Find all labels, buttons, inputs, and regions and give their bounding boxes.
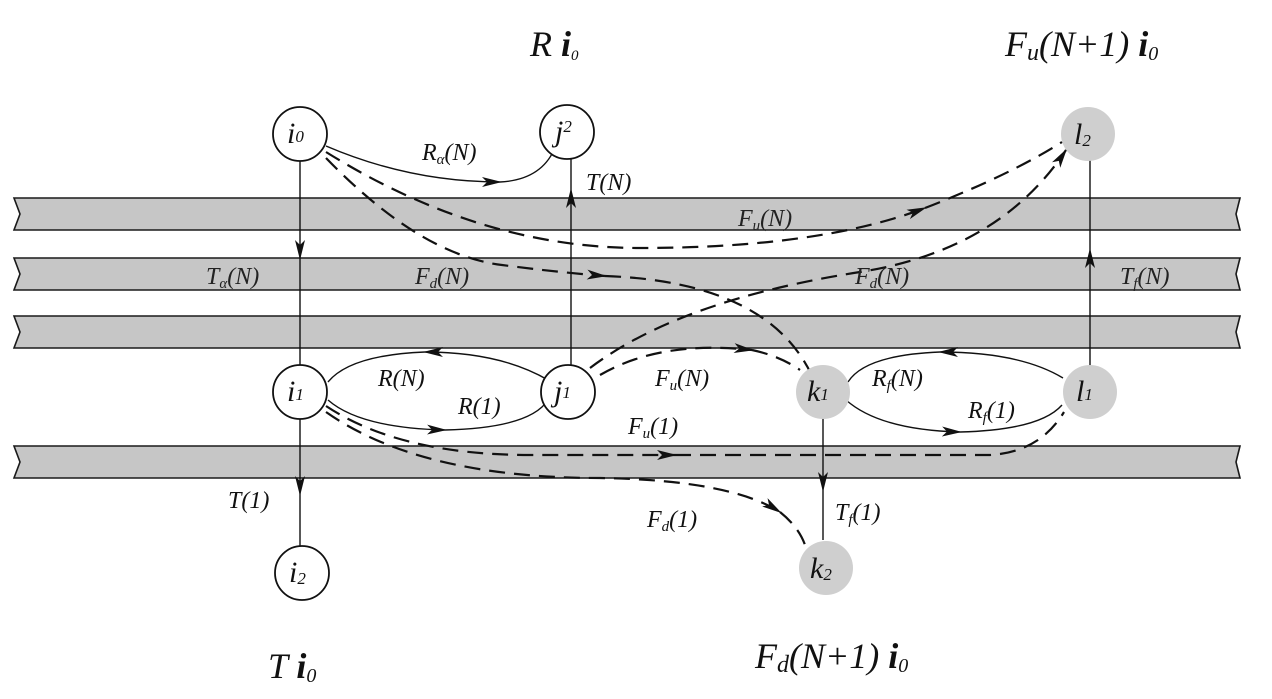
heading-forward-down: Fd(N+1) i0: [754, 636, 908, 678]
heading-reflection: R i0: [529, 24, 579, 64]
node-i0: i0: [272, 106, 328, 162]
label-fu-n-top: Fu(N): [737, 206, 792, 234]
arrow-rf-1: [845, 399, 962, 437]
node-k1: k1: [796, 365, 850, 419]
arrow-fu-n-mid: [599, 343, 754, 376]
svg-text:k1: k1: [807, 375, 829, 408]
layer-slab-2: [12, 257, 1242, 291]
svg-text:l1: l1: [1076, 375, 1093, 408]
label-fd-1: Fd(1): [646, 507, 697, 535]
node-j2: j2: [539, 104, 595, 160]
line-fd-1-tail: [779, 511, 808, 549]
nodes: i0 j2 l2 i1 j1 k1 l1 i2: [272, 104, 1117, 601]
line-r-1-tail: [444, 399, 549, 431]
edge-labels: Rα(N) T(N) Fu(N) Tα(N) Fd(N) Fd(N) Tf(N)…: [206, 140, 1170, 535]
svg-text:i0: i0: [287, 117, 304, 150]
svg-text:j1: j1: [550, 375, 571, 408]
label-t-1: T(1): [228, 488, 269, 514]
label-t-n: T(N): [586, 170, 631, 196]
svg-text:i1: i1: [287, 375, 304, 408]
label-tf-1: Tf(1): [835, 500, 881, 528]
node-j1: j1: [540, 364, 596, 420]
line-r-alpha-n-tail: [499, 149, 555, 183]
label-t-alpha-n: Tα(N): [206, 264, 259, 292]
arrow-fd-n-right: [589, 148, 1068, 369]
line-rf-n-tail: [847, 351, 941, 383]
svg-text:j2: j2: [551, 115, 572, 148]
arrow-r-1: [327, 399, 447, 435]
headings: R i0 Fu(N+1) i0 T i0 Fd(N+1) i0: [268, 24, 1158, 687]
arrow-r-n: [423, 347, 549, 381]
label-tf-n: Tf(N): [1120, 264, 1170, 292]
label-rf-n: Rf(N): [871, 366, 923, 394]
line-r-n-tail: [327, 351, 426, 383]
label-fd-n-right: Fd(N): [854, 264, 909, 292]
label-r-1: R(1): [457, 394, 501, 420]
node-k2: k2: [799, 541, 853, 595]
dashed-arrows: [325, 141, 1068, 549]
label-r-alpha-n: Rα(N): [421, 140, 477, 168]
label-r-n: R(N): [377, 366, 425, 392]
label-fu-1: Fu(1): [627, 414, 678, 442]
line-fd-n-left-tail: [604, 274, 815, 379]
heading-transmission: T i0: [268, 646, 316, 687]
line-fu-n-top-tail: [924, 141, 1063, 210]
line-rf-1-tail: [959, 404, 1063, 433]
heading-forward-up: Fu(N+1) i0: [1004, 24, 1158, 66]
label-fd-n-left: Fd(N): [414, 264, 469, 292]
node-l2: l2: [1061, 107, 1115, 161]
svg-text:i2: i2: [289, 556, 306, 589]
arrow-fu-n-top: [325, 151, 927, 250]
arrow-fu-1: [325, 405, 677, 460]
layer-slab-1: [12, 197, 1242, 231]
line-fu-n-mid-tail: [751, 348, 801, 371]
line-fu-1-tail: [675, 411, 1065, 457]
node-i2: i2: [274, 545, 330, 601]
label-fu-n-mid: Fu(N): [654, 366, 709, 394]
svg-text:k2: k2: [810, 552, 832, 585]
node-i1: i1: [272, 364, 328, 420]
solid-arrows: [295, 145, 1095, 550]
arrow-r-alpha-n: [325, 145, 502, 187]
layer-slab-3: [12, 315, 1242, 349]
layer-slabs: [12, 197, 1242, 479]
arrow-fd-n-left: [325, 157, 607, 280]
label-rf-1: Rf(1): [967, 398, 1015, 426]
layer-slab-4: [12, 445, 1242, 479]
arrow-rf-n: [938, 347, 1064, 379]
node-l1: l1: [1063, 365, 1117, 419]
svg-text:l2: l2: [1074, 118, 1091, 151]
